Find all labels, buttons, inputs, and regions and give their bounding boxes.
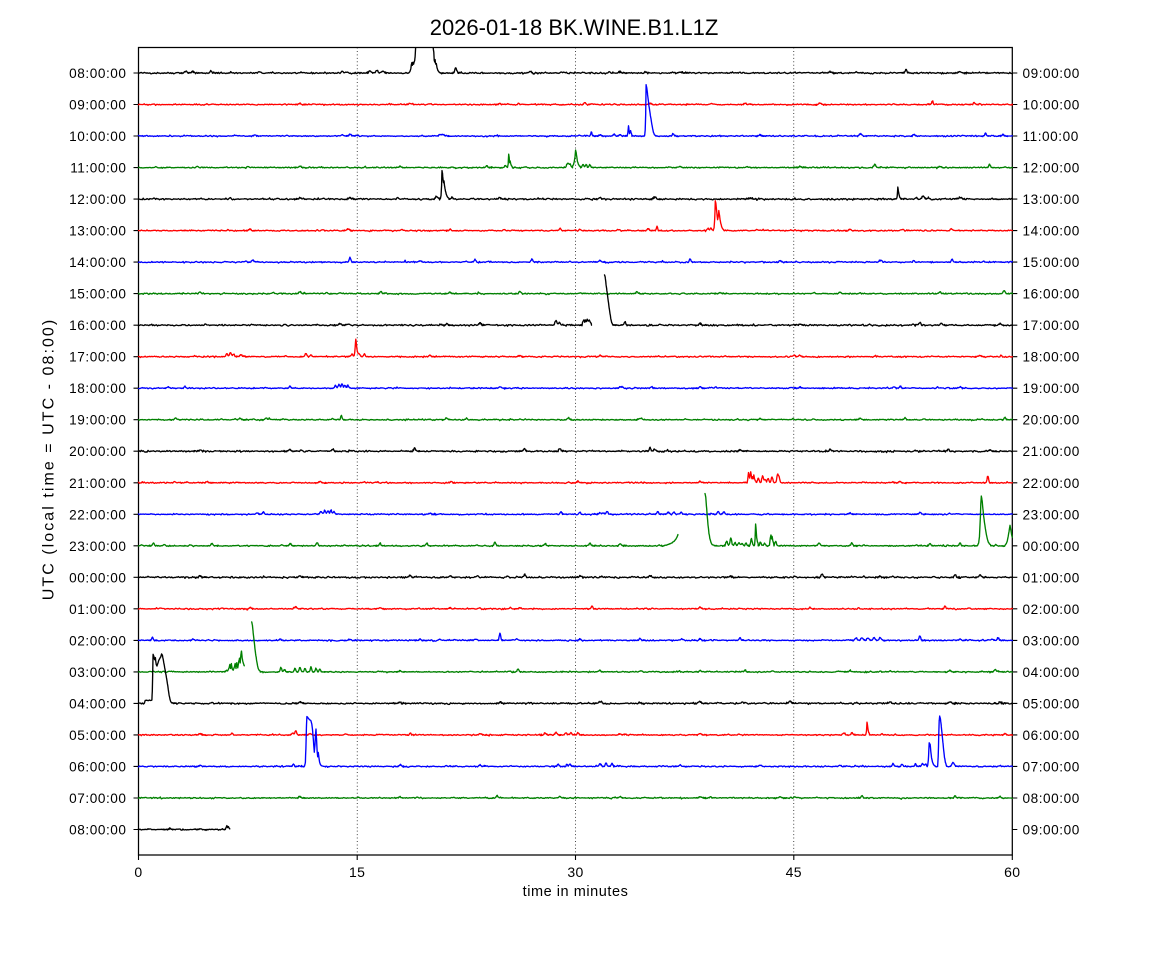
svg-text:60: 60 <box>1004 864 1020 880</box>
svg-text:0: 0 <box>134 864 142 880</box>
svg-text:18:00:00: 18:00:00 <box>69 381 126 396</box>
svg-text:04:00:00: 04:00:00 <box>69 696 126 711</box>
svg-text:03:00:00: 03:00:00 <box>69 665 126 680</box>
svg-text:14:00:00: 14:00:00 <box>69 255 126 270</box>
svg-text:11:00:00: 11:00:00 <box>1023 129 1079 144</box>
svg-text:08:00:00: 08:00:00 <box>1023 791 1080 806</box>
svg-text:19:00:00: 19:00:00 <box>1023 381 1080 396</box>
svg-text:23:00:00: 23:00:00 <box>1023 507 1080 522</box>
svg-text:11:00:00: 11:00:00 <box>70 161 126 176</box>
svg-text:16:00:00: 16:00:00 <box>69 318 126 333</box>
svg-text:23:00:00: 23:00:00 <box>69 539 126 554</box>
svg-text:05:00:00: 05:00:00 <box>69 728 126 743</box>
svg-text:time in minutes: time in minutes <box>523 884 629 900</box>
svg-text:10:00:00: 10:00:00 <box>1023 98 1080 113</box>
svg-text:21:00:00: 21:00:00 <box>1023 444 1080 459</box>
svg-text:08:00:00: 08:00:00 <box>69 823 126 838</box>
svg-text:16:00:00: 16:00:00 <box>1023 287 1080 302</box>
svg-text:01:00:00: 01:00:00 <box>69 602 126 617</box>
svg-text:05:00:00: 05:00:00 <box>1023 696 1080 711</box>
svg-text:09:00:00: 09:00:00 <box>1023 823 1080 838</box>
svg-text:15:00:00: 15:00:00 <box>69 287 126 302</box>
svg-text:17:00:00: 17:00:00 <box>1023 318 1080 333</box>
svg-text:12:00:00: 12:00:00 <box>1023 161 1080 176</box>
svg-text:15: 15 <box>349 864 365 880</box>
svg-text:01:00:00: 01:00:00 <box>1023 570 1080 585</box>
svg-text:20:00:00: 20:00:00 <box>69 444 126 459</box>
svg-text:19:00:00: 19:00:00 <box>69 413 126 428</box>
svg-text:04:00:00: 04:00:00 <box>1023 665 1080 680</box>
svg-text:06:00:00: 06:00:00 <box>69 759 126 774</box>
svg-text:03:00:00: 03:00:00 <box>1023 633 1080 648</box>
svg-text:02:00:00: 02:00:00 <box>1023 602 1080 617</box>
svg-text:20:00:00: 20:00:00 <box>1023 413 1080 428</box>
svg-text:14:00:00: 14:00:00 <box>1023 224 1080 239</box>
svg-text:00:00:00: 00:00:00 <box>69 570 126 585</box>
svg-text:09:00:00: 09:00:00 <box>69 98 126 113</box>
svg-text:09:00:00: 09:00:00 <box>1023 66 1080 81</box>
svg-text:12:00:00: 12:00:00 <box>69 192 126 207</box>
svg-text:2026-01-18 BK.WINE.B1.L1Z: 2026-01-18 BK.WINE.B1.L1Z <box>430 15 719 40</box>
svg-text:08:00:00: 08:00:00 <box>69 66 126 81</box>
svg-text:07:00:00: 07:00:00 <box>69 791 126 806</box>
svg-text:13:00:00: 13:00:00 <box>1023 192 1080 207</box>
svg-text:13:00:00: 13:00:00 <box>69 224 126 239</box>
svg-text:17:00:00: 17:00:00 <box>69 350 126 365</box>
svg-text:45: 45 <box>786 864 802 880</box>
svg-text:22:00:00: 22:00:00 <box>69 507 126 522</box>
svg-text:06:00:00: 06:00:00 <box>1023 728 1080 743</box>
svg-text:10:00:00: 10:00:00 <box>69 129 126 144</box>
svg-text:21:00:00: 21:00:00 <box>69 476 126 491</box>
svg-text:00:00:00: 00:00:00 <box>1023 539 1080 554</box>
svg-text:18:00:00: 18:00:00 <box>1023 350 1080 365</box>
svg-text:UTC (local time = UTC - 08:00): UTC (local time = UTC - 08:00) <box>41 318 58 600</box>
svg-text:07:00:00: 07:00:00 <box>1023 759 1080 774</box>
svg-text:22:00:00: 22:00:00 <box>1023 476 1080 491</box>
svg-text:02:00:00: 02:00:00 <box>69 633 126 648</box>
svg-text:30: 30 <box>567 864 583 880</box>
svg-text:15:00:00: 15:00:00 <box>1023 255 1080 270</box>
